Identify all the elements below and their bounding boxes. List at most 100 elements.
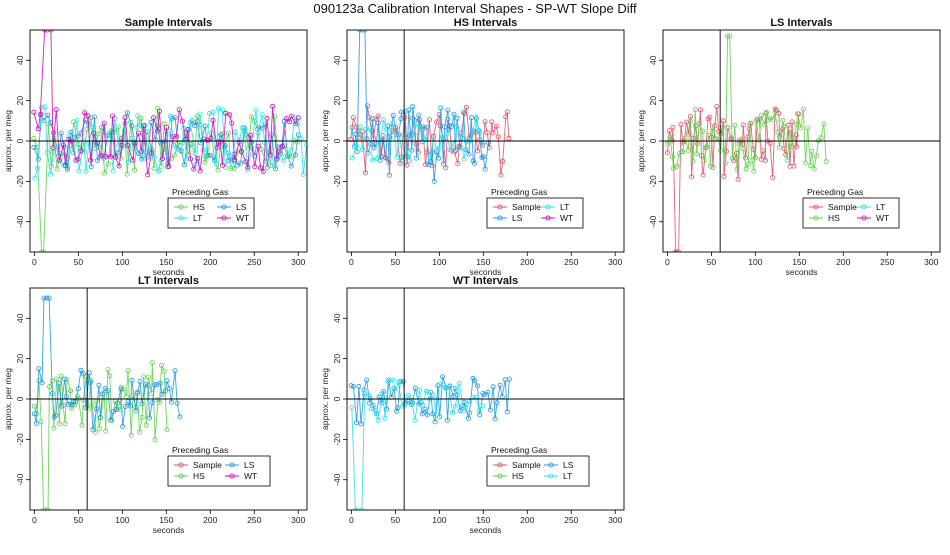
series-point-LT: [451, 141, 457, 147]
series-point-LT: [476, 407, 482, 413]
series-point-Sample: [740, 122, 746, 128]
series-point-LT: [450, 410, 456, 416]
series-point-Sample: [475, 148, 481, 154]
series-point-HS: [143, 422, 149, 428]
series-point-LS: [259, 125, 265, 131]
series-point-HS: [805, 125, 811, 131]
y-tick-label: 40: [332, 55, 342, 65]
panel-ls: LS Intervals 0 50 100 150 200 250 300 -40 -20 0 20 4…: [636, 17, 941, 277]
series-point-HS: [800, 106, 806, 112]
series-point-WT: [173, 133, 179, 139]
series-point-LT: [138, 122, 144, 128]
series-point-WT: [44, 30, 50, 33]
series-point-WT: [214, 145, 220, 151]
series-point-LT: [86, 141, 92, 147]
legend-swatch-point: [545, 204, 551, 210]
series-point-LT: [389, 377, 395, 383]
x-tick-label: 100: [115, 515, 129, 525]
series-point-HS: [743, 166, 749, 172]
series-point-LS: [137, 378, 143, 384]
series-point-LS: [73, 399, 79, 405]
legend-entry-Sample: Sample: [512, 460, 541, 470]
series-point-LS: [354, 149, 360, 155]
series-point-LS: [218, 132, 224, 138]
x-tick-label: 200: [836, 257, 850, 267]
series-point-WT: [270, 103, 276, 109]
series-point-HS: [31, 403, 37, 409]
series-point-LS: [468, 115, 474, 121]
series-point-HS: [747, 122, 753, 128]
x-tick-label: 150: [476, 257, 490, 267]
series-point-WT: [50, 145, 56, 151]
series-point-WT: [101, 120, 107, 126]
series-point-LT: [74, 118, 80, 124]
x-tick-label: 50: [707, 257, 717, 267]
series-point-HS: [725, 33, 731, 39]
panel-title: Sample Intervals: [125, 17, 212, 29]
series-point-LS: [124, 110, 130, 116]
panel-lt: LT Intervals 0 50 100 150 200 250 300 -40 -20 0 20 4…: [3, 275, 308, 535]
series-point-WT: [125, 143, 131, 149]
legend: Preceding Gas Sample LS HS WT: [167, 445, 271, 487]
series-point-HS: [96, 425, 102, 431]
series-point-LT: [133, 145, 139, 151]
series-point-LS: [62, 376, 68, 382]
series-point-LS: [365, 150, 371, 156]
series-point-Sample: [482, 119, 488, 125]
x-tick-label: 300: [608, 257, 622, 267]
series-point-WT: [288, 113, 294, 119]
series-point-LT: [151, 154, 157, 160]
series-point-HS: [736, 141, 742, 147]
series-point-HS: [775, 129, 781, 135]
series-line-LS: [33, 297, 181, 430]
legend-title: Preceding Gas: [491, 445, 547, 455]
y-axis-label: approx. per meg: [3, 368, 13, 430]
series-group: [348, 30, 512, 184]
series-point-HS: [756, 137, 762, 143]
series-point-LS: [487, 407, 493, 413]
y-tick-label: 40: [332, 313, 342, 323]
x-tick-label: 50: [74, 515, 84, 525]
series-point-LS: [442, 124, 448, 130]
series-point-LS: [457, 408, 463, 414]
series-point-HS: [102, 170, 108, 176]
y-tick-label: 20: [15, 96, 25, 106]
series-point-WT: [217, 139, 223, 145]
legend-title: Preceding Gas: [172, 187, 228, 197]
series-point-WT: [227, 112, 233, 118]
x-tick-label: 100: [432, 257, 446, 267]
series-point-LS: [437, 414, 443, 420]
series-point-HS: [687, 118, 693, 124]
series-point-LS: [359, 30, 365, 33]
series-point-WT: [145, 172, 151, 178]
x-tick-label: 250: [247, 257, 261, 267]
series-point-LS: [39, 380, 45, 386]
series-point-Sample: [698, 107, 704, 113]
series-point-LS: [412, 385, 418, 391]
series-point-Sample: [498, 172, 504, 178]
series-point-HS: [772, 109, 778, 115]
series-point-HS: [769, 117, 775, 123]
series-point-WT: [42, 30, 48, 33]
series-point-HS: [83, 373, 89, 379]
series-point-LS: [118, 386, 124, 392]
legend-entry-WT: WT: [244, 471, 257, 481]
series-point-WT: [191, 166, 197, 172]
series-point-Sample: [500, 158, 506, 164]
series-point-LT: [32, 175, 38, 181]
page-title: 090123a Calibration Interval Shapes - SP…: [313, 1, 637, 16]
series-point-Sample: [794, 144, 800, 150]
series-point-LT: [423, 134, 429, 140]
legend-entry-LS: LS: [563, 460, 574, 470]
series-point-HS: [124, 171, 130, 177]
series-point-WT: [37, 112, 43, 118]
series-point-LS: [471, 378, 477, 384]
series-point-WT: [148, 150, 154, 156]
series-point-Sample: [707, 114, 713, 120]
series-point-Sample: [397, 160, 403, 166]
series-point-HS: [136, 429, 142, 435]
series-point-LT: [230, 162, 236, 168]
series-point-LS: [68, 129, 74, 135]
series-point-WT: [159, 156, 165, 162]
series-point-LS: [152, 137, 158, 143]
